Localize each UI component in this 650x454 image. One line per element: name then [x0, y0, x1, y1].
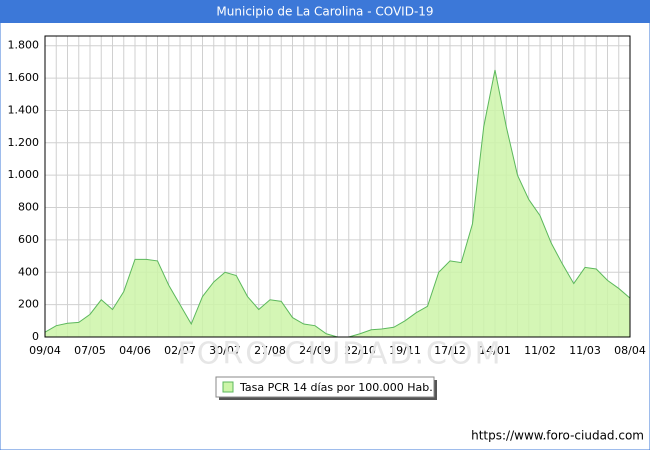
legend-swatch [222, 381, 234, 393]
y-tick-label: 400 [18, 265, 39, 278]
source: https://www.foro-ciudad.com [471, 429, 644, 443]
y-tick-label: 0 [32, 330, 39, 343]
chart-title: Municipio de La Carolina - COVID-19 [216, 5, 433, 19]
x-tick-label: 11/02 [524, 344, 556, 357]
y-tick-label: 1.600 [8, 71, 40, 84]
x-tick-label: 07/05 [74, 344, 106, 357]
x-tick-label: 08/04 [614, 344, 646, 357]
x-tick-label: 09/04 [29, 344, 61, 357]
x-tick-label: 24/09 [299, 344, 331, 357]
title-bar [0, 0, 650, 23]
y-tick-label: 600 [18, 233, 39, 246]
y-tick-label: 1.800 [8, 39, 40, 52]
plot: 0 200 400 600 800 1.000 1.200 1.400 1.600 1.800 09… [8, 35, 646, 357]
x-tick-label: 27/08 [254, 344, 286, 357]
x-tick-label: 17/12 [434, 344, 466, 357]
legend [215, 376, 435, 398]
y-tick-label: 800 [18, 201, 39, 214]
y-tick-label: 200 [18, 298, 39, 311]
legend-label: Tasa PCR 14 días por 100.000 Hab. [239, 381, 433, 394]
x-tick-label: 11/03 [569, 344, 601, 357]
x-tick-label: 22/10 [344, 344, 376, 357]
y-tick-label: 1.000 [8, 168, 40, 181]
y-tick-label: 1.400 [8, 103, 40, 116]
x-tick-label: 04/06 [119, 344, 151, 357]
x-tick-label: 19/11 [389, 344, 421, 357]
x-tick-label: 30/07 [209, 344, 241, 357]
x-tick-label: 14/01 [479, 344, 511, 357]
x-tick-label: 02/07 [164, 344, 196, 357]
area [45, 69, 630, 337]
y-tick-label: 1.200 [8, 136, 40, 149]
watermark: FORO-CIUDAD.COM [178, 337, 503, 372]
plot-border [44, 35, 631, 338]
